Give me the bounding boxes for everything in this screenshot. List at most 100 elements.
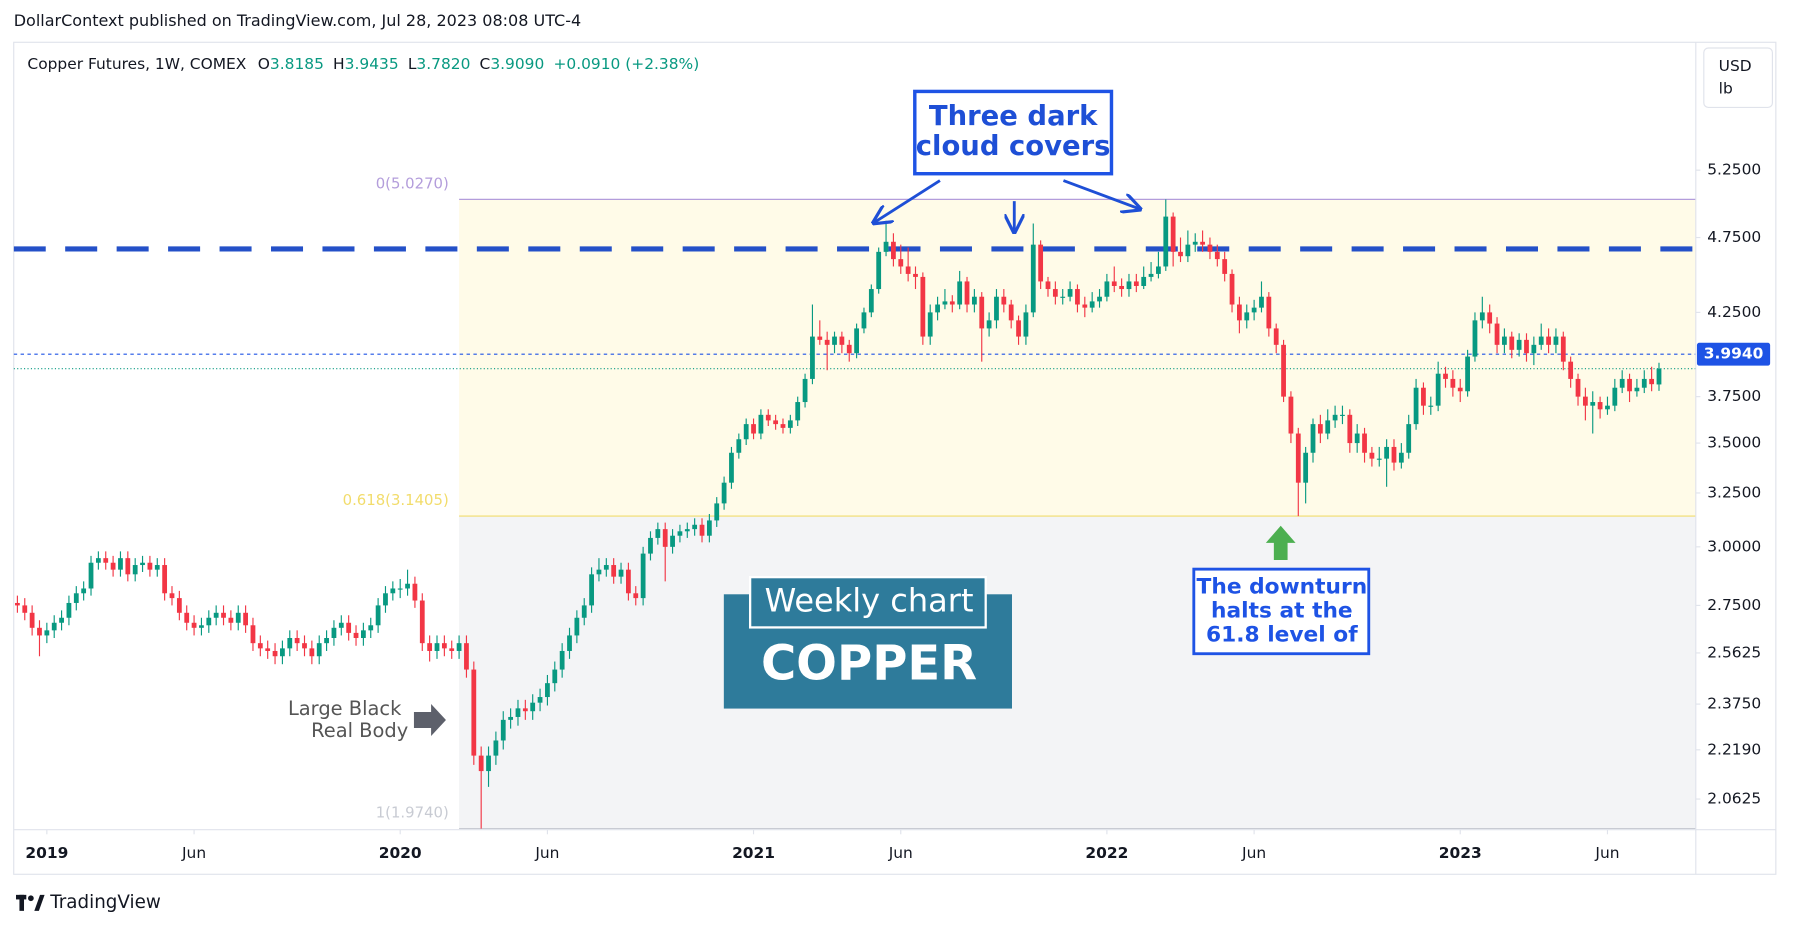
candle-body bbox=[611, 565, 617, 577]
candle-body bbox=[1229, 273, 1235, 305]
annotation-text: Real Body bbox=[311, 719, 408, 742]
unit: lb bbox=[1719, 80, 1733, 98]
ohlc-label: H bbox=[333, 55, 345, 73]
candle-body bbox=[257, 643, 263, 649]
candle-body bbox=[1406, 424, 1412, 453]
x-tick-label: 2023 bbox=[1439, 844, 1482, 862]
y-tick-label: 5.2500 bbox=[1707, 161, 1761, 179]
candle-body bbox=[1104, 281, 1110, 297]
candle-body bbox=[567, 635, 572, 651]
candle-body bbox=[832, 336, 837, 345]
candle-body bbox=[765, 414, 771, 421]
candle-body bbox=[1038, 244, 1044, 282]
candle-body bbox=[662, 529, 668, 547]
candle-body bbox=[1119, 285, 1125, 290]
candle-body bbox=[1332, 414, 1338, 421]
candle-body bbox=[405, 583, 410, 589]
candle-body bbox=[250, 625, 256, 644]
candle-body bbox=[846, 344, 852, 354]
candle-body bbox=[353, 632, 359, 639]
candle-body bbox=[434, 643, 440, 651]
symbol-title: Copper Futures, 1W, COMEX bbox=[27, 55, 246, 73]
candle-body bbox=[449, 648, 455, 651]
candle-body bbox=[221, 612, 226, 618]
x-tick-label: 2019 bbox=[25, 844, 68, 862]
candle-body bbox=[1376, 458, 1382, 460]
candle-body bbox=[493, 740, 499, 756]
candle-body bbox=[1487, 312, 1493, 324]
plot-area: 0(5.0270) 0.618(3.1405) 1(1.9740) bbox=[13, 175, 1696, 830]
candle-body bbox=[1060, 296, 1066, 298]
candle-body bbox=[773, 420, 779, 425]
candle-body bbox=[1428, 405, 1434, 407]
candle-body bbox=[1067, 289, 1073, 297]
candle-body bbox=[913, 273, 918, 277]
candle-body bbox=[1590, 402, 1596, 406]
candle-body bbox=[640, 553, 646, 599]
candle-body bbox=[1288, 396, 1294, 434]
candle-body bbox=[412, 583, 418, 601]
y-tick-label: 3.7500 bbox=[1707, 387, 1761, 405]
candle-body bbox=[986, 320, 992, 329]
y-tick-label: 2.2190 bbox=[1707, 740, 1761, 758]
candle-body bbox=[1075, 289, 1080, 305]
candle-body bbox=[949, 301, 955, 305]
y-tick-label: 3.5000 bbox=[1707, 434, 1761, 452]
candle-body bbox=[419, 600, 425, 644]
candle-body bbox=[684, 529, 690, 532]
candle-body bbox=[1516, 339, 1522, 350]
candle-body bbox=[537, 697, 543, 703]
candle-body bbox=[787, 420, 793, 428]
candle-body bbox=[1443, 373, 1448, 379]
candle-body bbox=[360, 630, 366, 639]
candle-body bbox=[1597, 402, 1603, 410]
candle-body bbox=[280, 648, 285, 657]
candle-body bbox=[1207, 244, 1213, 252]
candle-body bbox=[714, 503, 720, 521]
candle-body bbox=[559, 650, 565, 670]
candle-body bbox=[824, 339, 830, 345]
header: Copper Futures, 1W, COMEX O3.8185 H3.9435 L… bbox=[27, 55, 699, 73]
candle-body bbox=[1421, 387, 1426, 406]
x-tick-label: Jun bbox=[181, 844, 206, 862]
candle-body bbox=[294, 638, 300, 644]
annotation-text: cloud covers bbox=[916, 131, 1111, 162]
up-arrow bbox=[1265, 525, 1296, 560]
candle-body bbox=[979, 296, 985, 329]
candle-body bbox=[309, 648, 315, 657]
candle-body bbox=[397, 588, 403, 590]
candle-body bbox=[699, 524, 705, 536]
candle-body bbox=[780, 424, 786, 428]
candle-body bbox=[751, 424, 756, 434]
ohlc-label: L bbox=[408, 55, 417, 73]
candle-body bbox=[861, 312, 867, 329]
fib-band bbox=[459, 199, 1696, 517]
candle-body bbox=[154, 565, 160, 570]
annotation-text: 61.8 level of bbox=[1206, 622, 1358, 647]
annotation-text: Three dark bbox=[929, 101, 1098, 132]
ohlc-value: 3.9090 bbox=[490, 55, 544, 73]
currency: USD bbox=[1719, 57, 1752, 75]
candle-body bbox=[478, 755, 484, 772]
candle-body bbox=[626, 569, 631, 594]
candle-body bbox=[692, 524, 698, 530]
candle-body bbox=[206, 617, 212, 626]
byline: DollarContext published on TradingView.c… bbox=[14, 11, 581, 30]
candle-body bbox=[1237, 304, 1242, 321]
candle-body bbox=[1612, 387, 1618, 406]
y-tick-label: 2.5625 bbox=[1707, 643, 1761, 661]
annotation-text: Large Black bbox=[288, 697, 402, 720]
annotation-arrow bbox=[1062, 179, 1140, 210]
brand: TradingView bbox=[49, 892, 161, 913]
candle-body bbox=[920, 276, 926, 337]
candle-body bbox=[1457, 387, 1463, 392]
candle-body bbox=[464, 643, 469, 670]
candle-body bbox=[287, 638, 293, 649]
label-tab bbox=[748, 575, 987, 629]
fib-label: 0(5.0270) bbox=[376, 175, 449, 193]
unit-box[interactable] bbox=[1703, 47, 1773, 108]
candle-body bbox=[942, 301, 948, 305]
candle-body bbox=[1575, 378, 1581, 397]
axes: 5.2500 4.7500 4.2500 3.7500 3.5000 3.2500 3.00… bbox=[25, 161, 1771, 862]
